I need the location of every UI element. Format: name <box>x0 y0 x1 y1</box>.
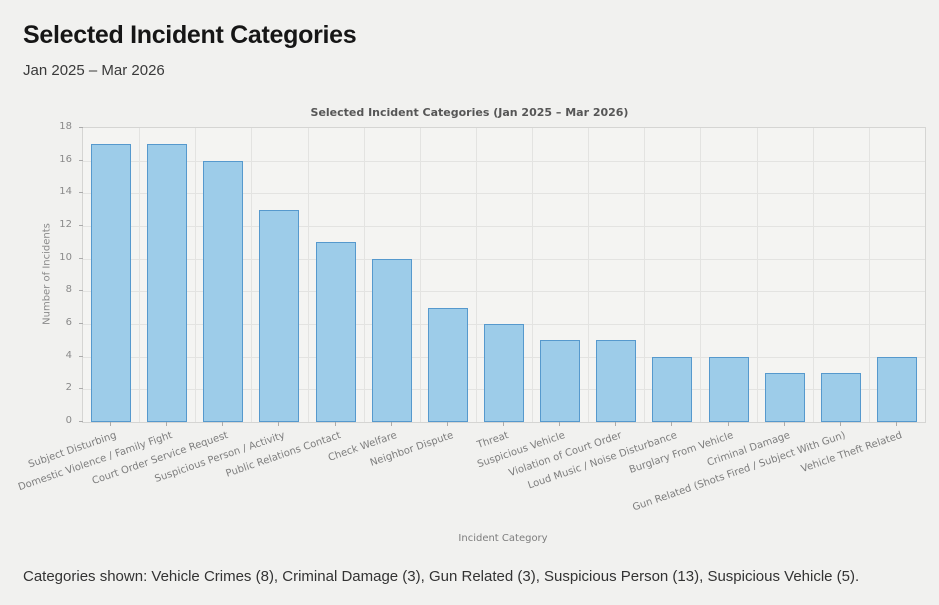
y-tick-label: 4 <box>65 349 72 361</box>
y-tick-mark <box>79 421 83 422</box>
bar <box>371 258 412 422</box>
y-tick-label: 14 <box>59 186 72 198</box>
v-gridline <box>700 128 702 422</box>
bar <box>820 373 861 422</box>
bar <box>596 340 637 422</box>
y-tick-mark <box>79 257 83 259</box>
v-gridline <box>868 128 870 422</box>
x-tick-mark <box>615 422 617 426</box>
x-tick-label: Vehicle Theft Related <box>799 430 904 475</box>
y-tick-mark <box>79 159 83 161</box>
bar <box>484 324 524 422</box>
x-tick-mark <box>222 422 224 426</box>
x-tick-mark <box>390 422 392 426</box>
y-tick-label: 12 <box>59 219 72 230</box>
bar <box>427 307 468 422</box>
plot-area <box>82 127 926 423</box>
x-tick-mark <box>895 422 897 426</box>
x-tick-mark <box>783 422 785 426</box>
h-gridline <box>83 226 925 227</box>
y-tick-label: 2 <box>65 382 72 394</box>
y-tick-mark <box>79 290 83 292</box>
bar <box>91 144 132 422</box>
x-tick-mark <box>446 422 448 426</box>
h-gridline <box>83 193 925 195</box>
y-tick-mark <box>79 388 83 390</box>
footer-caption: Categories shown: Vehicle Crimes (8), Cr… <box>23 568 860 585</box>
v-gridline <box>307 128 309 422</box>
x-tick-mark <box>671 422 673 426</box>
x-tick-mark <box>110 422 112 426</box>
v-gridline <box>588 128 590 422</box>
x-tick-mark <box>166 422 168 426</box>
x-tick-mark <box>727 422 729 426</box>
v-gridline <box>419 128 421 422</box>
h-gridline <box>83 291 925 293</box>
x-axis-label: Incident Category <box>458 533 548 544</box>
v-gridline <box>532 128 534 422</box>
bar <box>147 144 188 422</box>
x-tick-mark <box>278 422 280 426</box>
y-tick-label: 18 <box>59 121 72 132</box>
v-gridline <box>756 128 758 422</box>
x-tick-mark <box>334 422 336 426</box>
bar <box>315 242 356 422</box>
v-gridline <box>363 128 365 422</box>
v-gridline <box>812 128 814 422</box>
h-gridline <box>83 160 925 162</box>
x-tick-label: Threat <box>476 430 511 451</box>
page-subtitle: Jan 2025 – Mar 2026 <box>23 62 165 79</box>
y-tick-mark <box>79 192 83 194</box>
x-tick-mark <box>839 422 841 426</box>
y-tick-label: 0 <box>65 415 72 426</box>
y-tick-label: 10 <box>59 251 72 263</box>
h-gridline <box>83 258 925 260</box>
bar <box>876 356 917 422</box>
v-gridline <box>644 128 646 422</box>
bar <box>708 356 749 422</box>
chart-title: Selected Incident Categories (Jan 2025 –… <box>310 106 629 119</box>
y-tick-mark <box>79 355 83 357</box>
bar <box>652 356 693 422</box>
v-gridline <box>475 128 477 422</box>
x-tick-mark <box>559 422 561 426</box>
v-gridline <box>251 128 253 422</box>
bar <box>203 160 244 422</box>
bar <box>259 209 300 422</box>
x-tick-mark <box>503 422 504 426</box>
v-gridline <box>195 128 197 422</box>
y-tick-label: 8 <box>65 284 72 296</box>
y-tick-mark <box>79 323 83 324</box>
v-gridline <box>139 128 141 422</box>
y-tick-label: 16 <box>59 153 72 165</box>
y-tick-mark <box>79 127 83 128</box>
page-title: Selected Incident Categories <box>23 21 357 49</box>
bar <box>764 373 805 422</box>
y-tick-label: 6 <box>65 317 72 328</box>
bar <box>540 340 581 422</box>
y-axis-label: Number of Incidents <box>41 223 53 325</box>
y-tick-mark <box>79 225 83 226</box>
